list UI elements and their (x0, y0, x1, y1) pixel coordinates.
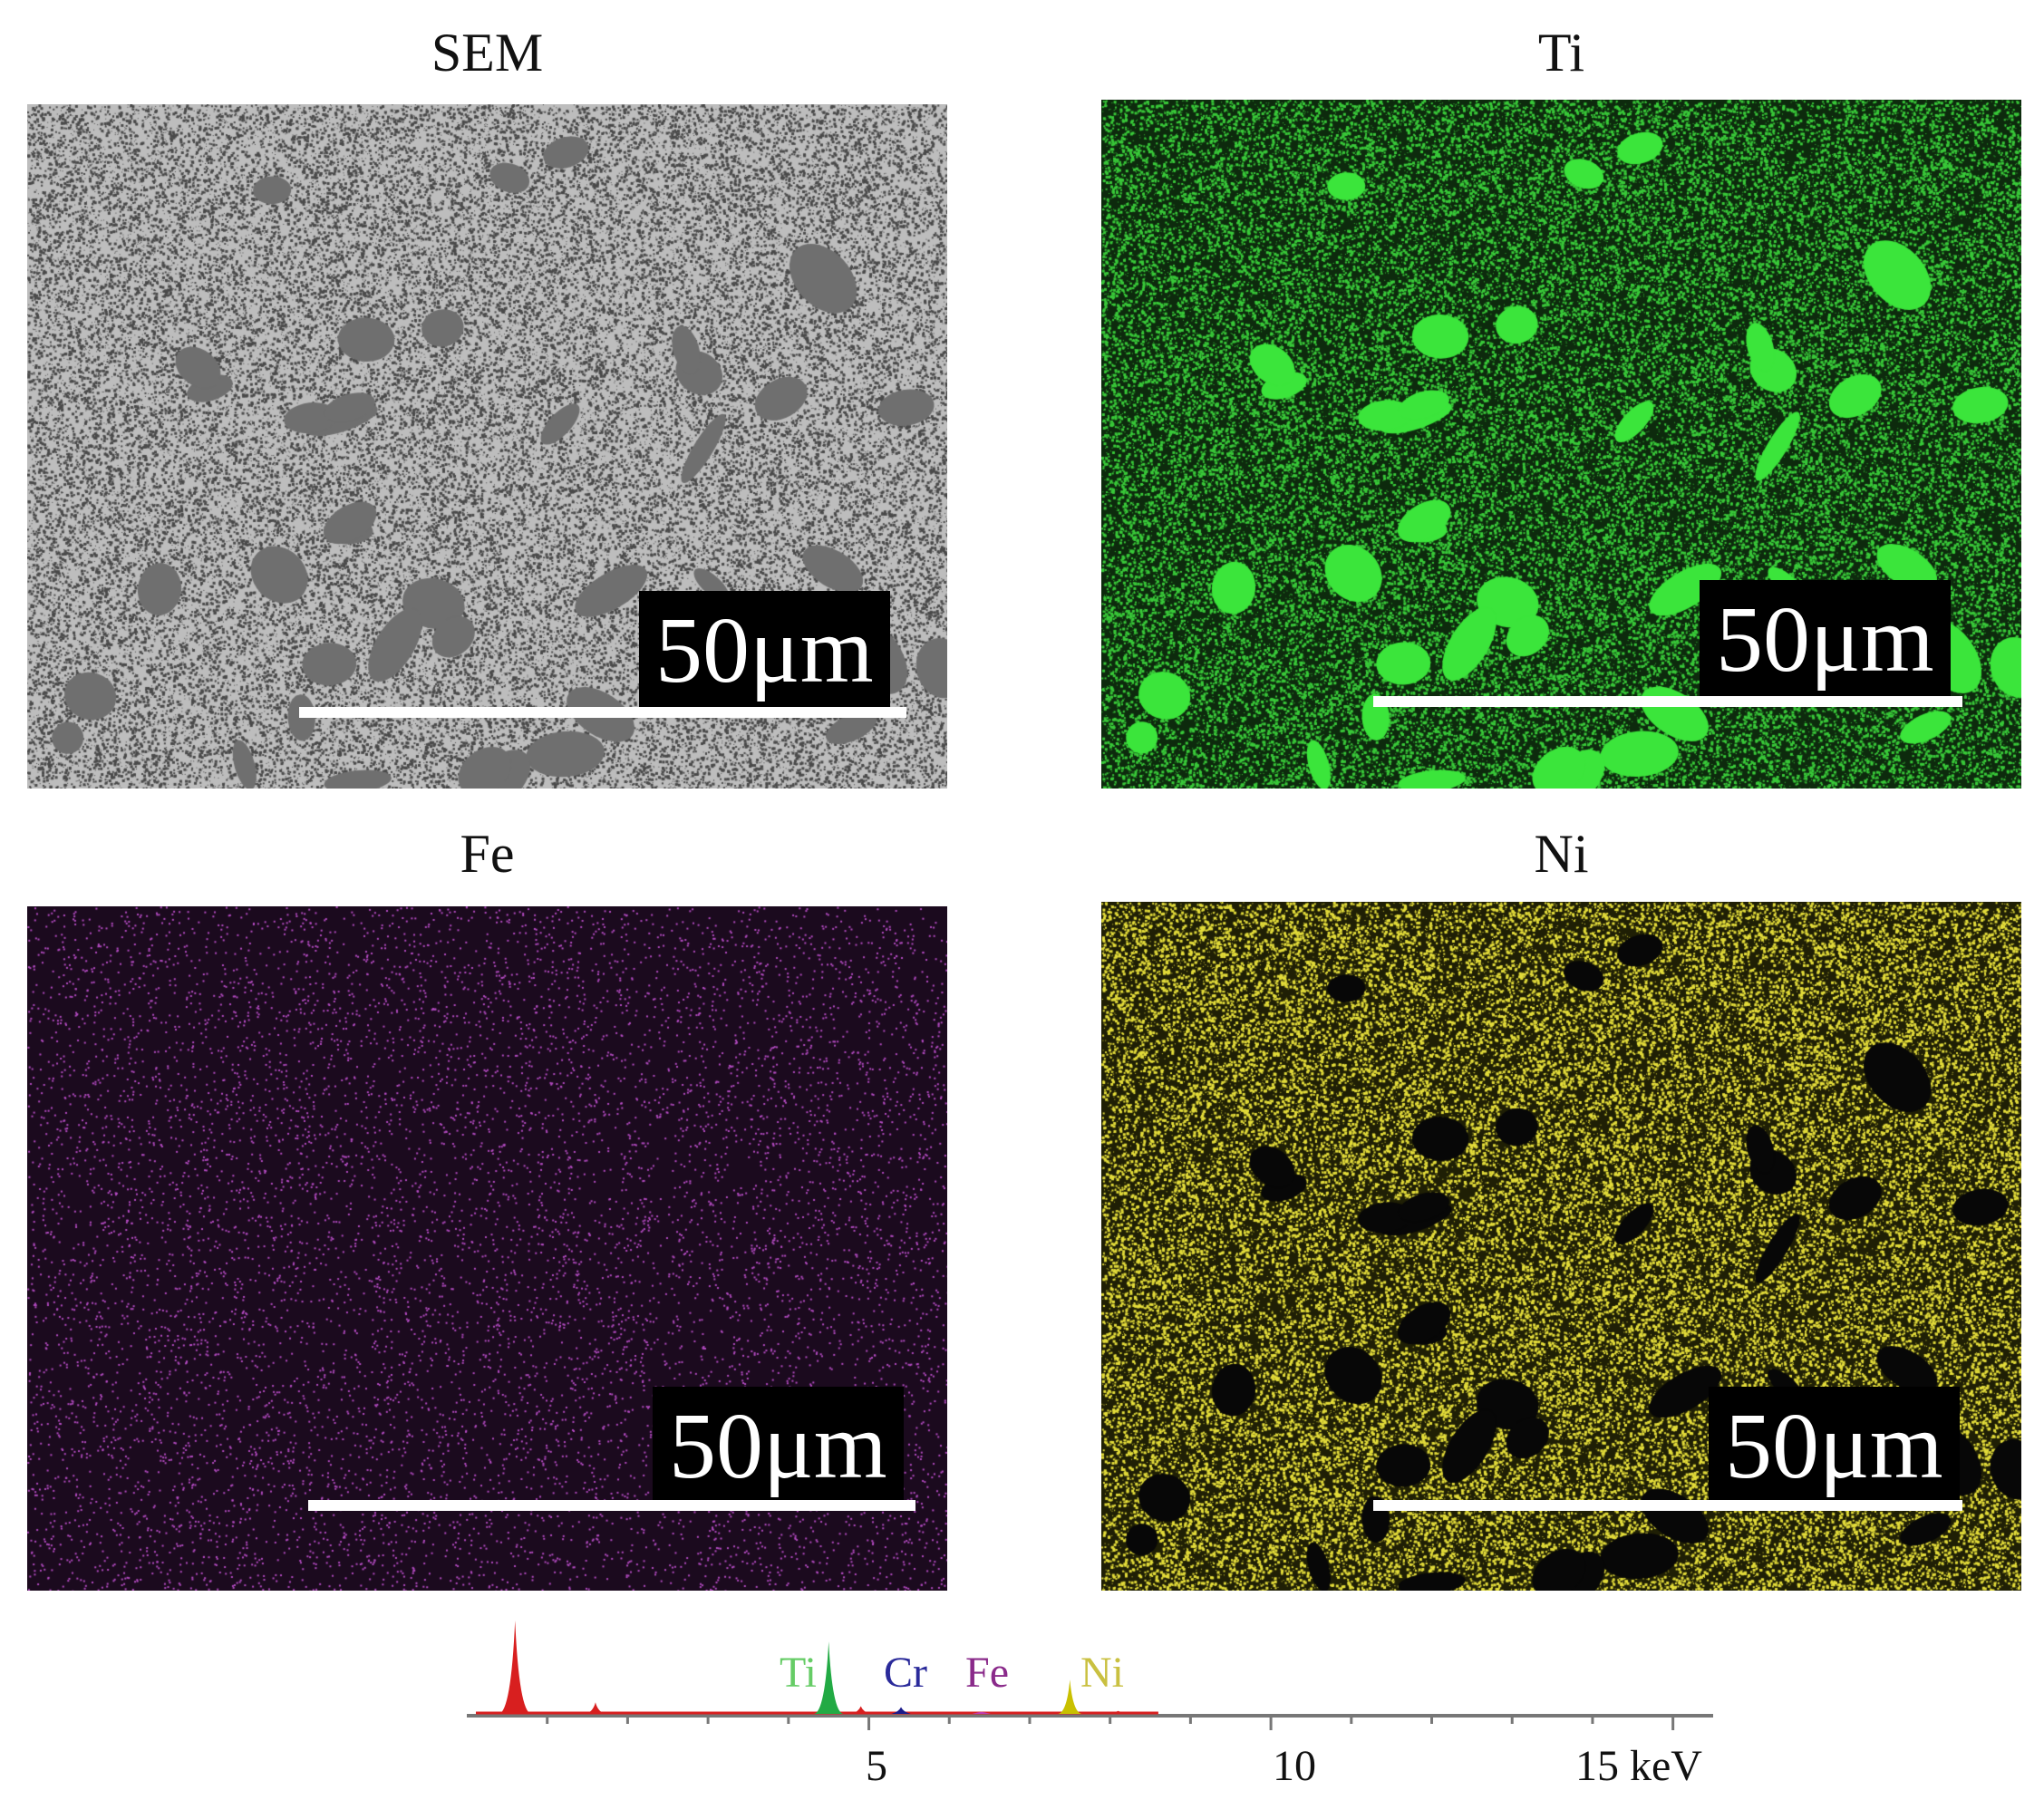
tick-label-15: 15 keV (1575, 1742, 1702, 1790)
sem-image: 50μm (27, 104, 947, 789)
spectrum-peak (1058, 1679, 1082, 1714)
scale-bar-fe (308, 1500, 915, 1511)
fe-map: 50μm (27, 906, 947, 1591)
spectrum-peak (850, 1706, 871, 1714)
tick-label-5: 5 (866, 1742, 887, 1790)
spectrum-label-ni: Ni (1080, 1649, 1124, 1697)
spectrum-peak (891, 1707, 911, 1714)
spectrum-peak (585, 1702, 606, 1714)
scale-bar-ti (1373, 696, 1962, 707)
scale-bar-sem (299, 707, 906, 718)
ni-map: 50μm (1101, 902, 2021, 1591)
scale-bar-ni (1373, 1500, 1962, 1511)
scale-label-ti: 50μm (1700, 580, 1951, 696)
tick-label-10: 10 (1273, 1742, 1316, 1790)
spectrum-peak (1109, 1710, 1128, 1714)
ti-map: 50μm (1101, 100, 2021, 789)
scale-label-ni: 50μm (1709, 1387, 1960, 1503)
spectrum-label-cr: Cr (884, 1649, 927, 1697)
scale-label-sem: 50μm (639, 591, 890, 707)
spectrum-label-fe: Fe (965, 1649, 1009, 1697)
spectrum-label-ti: Ti (780, 1649, 817, 1697)
panel-title-sem: SEM (431, 23, 544, 82)
spectrum-peak (972, 1711, 992, 1714)
scale-label-fe: 50μm (653, 1387, 904, 1503)
spectrum-peak (813, 1641, 844, 1714)
spectrum-peak (499, 1621, 532, 1714)
panel-title-ti: Ti (1537, 23, 1585, 82)
panel-title-fe: Fe (460, 824, 515, 884)
panel-title-ni: Ni (1534, 824, 1589, 884)
